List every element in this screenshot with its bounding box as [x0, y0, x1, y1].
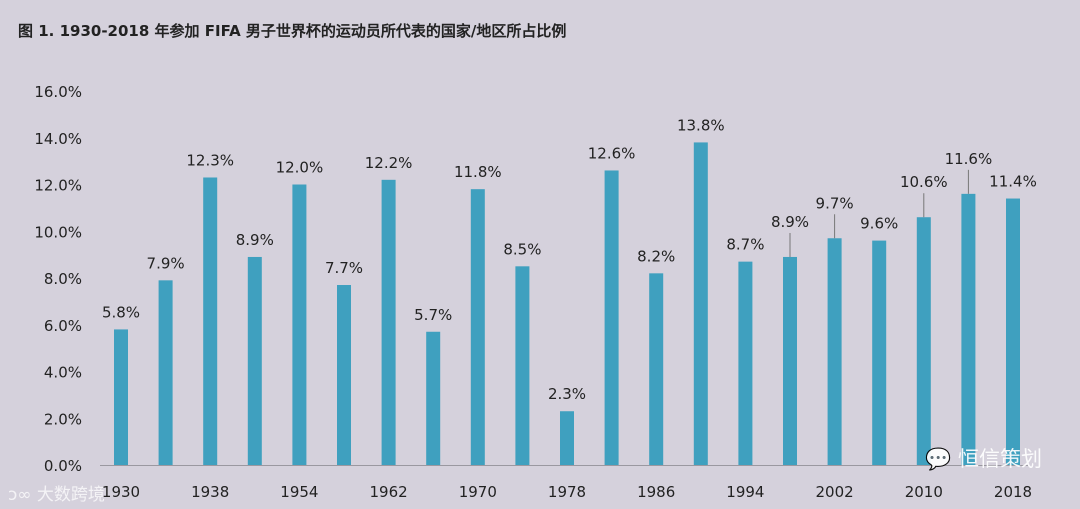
data-label: 7.9%: [147, 254, 185, 272]
data-label: 8.5%: [503, 240, 541, 258]
bar: [470, 189, 485, 466]
y-axis: 0.0% 2.0% 4.0% 6.0% 8.0% 10.0% 12.0% 14.0% 16.0%: [34, 83, 82, 475]
wechat-icon: 💬: [925, 447, 952, 471]
bar: [114, 329, 128, 465]
bar: [381, 179, 396, 465]
data-label: 12.0%: [276, 159, 324, 177]
data-label: 10.6%: [900, 173, 948, 191]
y-tick-label: 10.0%: [34, 223, 82, 241]
bar: [649, 273, 664, 465]
watermark-right: 💬 恒信策划: [925, 443, 1042, 473]
bar: [783, 256, 797, 465]
bar: [426, 331, 441, 465]
data-label: 5.8%: [102, 303, 140, 321]
data-labels: 5.8% 7.9% 12.3% 8.9% 12.0% 7.7% 12.2% 5.7% 11.8%…: [102, 116, 1037, 403]
label-leader-lines: [789, 169, 969, 257]
bar: [916, 217, 931, 465]
data-label: 9.7%: [816, 194, 854, 212]
data-label: 12.3%: [186, 151, 234, 169]
data-label: 8.2%: [637, 247, 675, 265]
bars: [114, 142, 1020, 466]
y-tick-label: 4.0%: [44, 364, 82, 382]
y-tick-label: 12.0%: [34, 177, 82, 195]
data-label: 11.6%: [945, 150, 993, 168]
bar: [961, 193, 976, 465]
chart-title: 图 1. 1930-2018 年参加 FIFA 男子世界杯的运动员所代表的国家/…: [18, 22, 567, 40]
watermark-logo-icon: ↄ∞: [8, 485, 32, 505]
data-label: 7.7%: [325, 259, 363, 277]
bar: [158, 280, 173, 465]
x-tick-label: 1962: [370, 483, 408, 501]
x-tick-label: 1930: [102, 483, 140, 501]
y-tick-label: 16.0%: [34, 83, 82, 101]
x-tick-label: 2018: [994, 483, 1032, 501]
bar: [827, 238, 842, 465]
data-label: 11.4%: [989, 173, 1037, 191]
data-label: 11.8%: [454, 163, 502, 181]
x-tick-label: 1970: [459, 483, 497, 501]
bar: [337, 285, 351, 465]
x-tick-label: 1938: [191, 483, 229, 501]
data-label: 8.9%: [236, 231, 274, 249]
bar: [203, 177, 218, 466]
x-tick-label: 2010: [905, 483, 943, 501]
data-label: 13.8%: [677, 116, 725, 134]
data-label: 12.6%: [588, 144, 636, 162]
bar: [560, 411, 574, 465]
watermark-left: ↄ∞ 大数跨境: [8, 480, 105, 505]
y-tick-label: 6.0%: [44, 317, 82, 335]
bar: [292, 184, 307, 465]
data-label: 5.7%: [414, 306, 452, 324]
watermark-left-text: 大数跨境: [36, 485, 105, 505]
bar: [872, 240, 887, 465]
data-label: 9.6%: [860, 215, 898, 233]
data-label: 8.7%: [726, 236, 764, 254]
x-tick-label: 1978: [548, 483, 586, 501]
y-tick-label: 14.0%: [34, 130, 82, 148]
x-tick-label: 1954: [280, 483, 318, 501]
data-label: 12.2%: [365, 154, 413, 172]
watermark-right-text: 恒信策划: [958, 447, 1042, 471]
bar: [515, 266, 530, 465]
x-tick-label: 1994: [726, 483, 764, 501]
bar: [693, 142, 708, 466]
bar: [604, 170, 619, 465]
x-axis: 1930 1938 1954 1962 1970 1978 1986 1994 2002 2010…: [102, 483, 1032, 501]
x-tick-label: 2002: [816, 483, 854, 501]
x-tick-label: 1986: [637, 483, 675, 501]
y-tick-label: 8.0%: [44, 270, 82, 288]
data-label: 8.9%: [771, 213, 809, 231]
bar: [1006, 198, 1020, 465]
y-tick-label: 0.0%: [44, 457, 82, 475]
bar: [247, 256, 262, 465]
data-label: 2.3%: [548, 385, 586, 403]
y-tick-label: 2.0%: [44, 410, 82, 428]
bar: [738, 261, 753, 465]
